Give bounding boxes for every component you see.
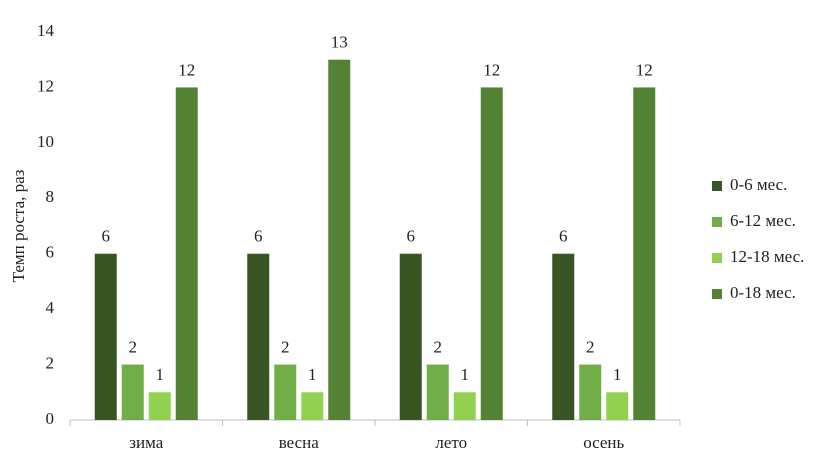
x-tick-label: лето — [435, 433, 467, 452]
bar — [175, 87, 198, 420]
y-axis-label: Темп роста, раз — [9, 169, 28, 282]
legend-label: 6-12 мес. — [730, 211, 796, 230]
y-tick-label: 12 — [37, 76, 54, 95]
data-label: 2 — [129, 337, 138, 356]
bar — [480, 87, 503, 420]
bar — [633, 87, 656, 420]
bar — [247, 253, 270, 420]
bar — [274, 364, 297, 420]
x-tick-label: зима — [129, 433, 163, 452]
data-label: 2 — [586, 337, 595, 356]
data-label: 6 — [102, 227, 111, 246]
y-tick-label: 10 — [37, 132, 54, 151]
legend-swatch — [712, 217, 722, 227]
data-label: 2 — [434, 337, 443, 356]
data-label: 12 — [483, 60, 500, 79]
x-tick-label: осень — [583, 433, 624, 452]
data-label: 1 — [156, 365, 165, 384]
data-label: 12 — [178, 60, 195, 79]
legend-swatch — [712, 253, 722, 263]
y-tick-label: 6 — [46, 243, 55, 262]
legend-swatch — [712, 289, 722, 299]
legend-label: 0-18 мес. — [730, 283, 796, 302]
legend-label: 0-6 мес. — [730, 175, 787, 194]
bar — [121, 364, 144, 420]
data-label: 6 — [559, 227, 568, 246]
bar — [328, 59, 351, 420]
y-tick-label: 14 — [37, 21, 55, 40]
y-tick-label: 4 — [46, 298, 55, 317]
bar — [426, 364, 449, 420]
bar — [579, 364, 602, 420]
data-label: 13 — [331, 33, 348, 52]
bar — [453, 392, 476, 420]
legend-swatch — [712, 181, 722, 191]
y-tick-label: 0 — [46, 409, 55, 428]
legend-label: 12-18 мес. — [730, 247, 804, 266]
bar — [301, 392, 324, 420]
bar — [552, 253, 575, 420]
bar — [148, 392, 171, 420]
data-label: 1 — [308, 365, 317, 384]
data-label: 2 — [281, 337, 290, 356]
x-tick-label: весна — [279, 433, 320, 452]
y-tick-label: 8 — [46, 187, 55, 206]
bar — [606, 392, 629, 420]
data-label: 6 — [254, 227, 263, 246]
data-label: 1 — [613, 365, 622, 384]
bar — [399, 253, 422, 420]
data-label: 12 — [636, 60, 653, 79]
data-label: 6 — [407, 227, 416, 246]
data-label: 1 — [461, 365, 470, 384]
bar — [94, 253, 117, 420]
y-tick-label: 2 — [46, 353, 55, 372]
